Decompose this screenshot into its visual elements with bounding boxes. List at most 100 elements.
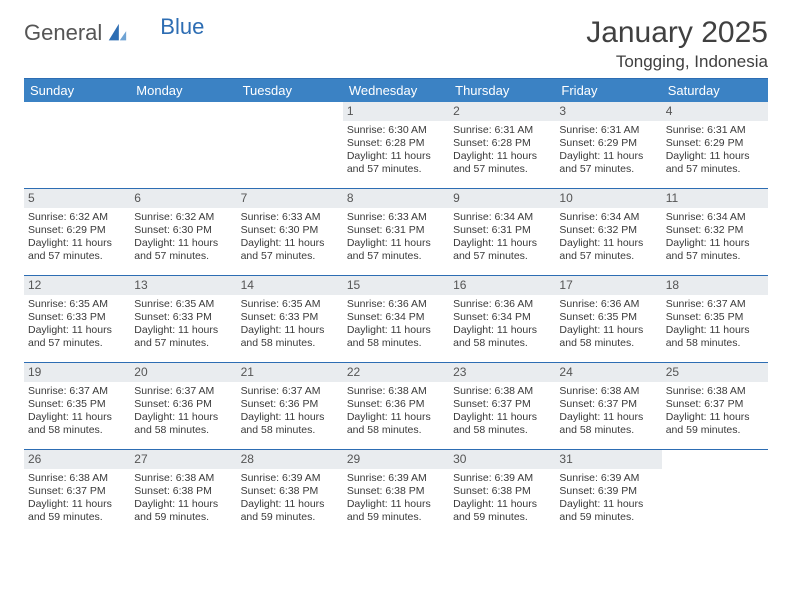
sunset-line: Sunset: 6:37 PM <box>453 398 551 411</box>
daylight-line: Daylight: 11 hours <box>666 237 764 250</box>
day-number: 5 <box>24 189 130 208</box>
daylight-line: and 58 minutes. <box>347 337 445 350</box>
calendar-day-cell: 24Sunrise: 6:38 AMSunset: 6:37 PMDayligh… <box>555 363 661 449</box>
title-location: Tongging, Indonesia <box>586 52 768 72</box>
daylight-line: Daylight: 11 hours <box>347 237 445 250</box>
sunrise-line: Sunrise: 6:38 AM <box>134 472 232 485</box>
daylight-line: and 58 minutes. <box>134 424 232 437</box>
calendar-day-cell: 14Sunrise: 6:35 AMSunset: 6:33 PMDayligh… <box>237 276 343 362</box>
calendar-day-cell: 29Sunrise: 6:39 AMSunset: 6:38 PMDayligh… <box>343 450 449 536</box>
sunset-line: Sunset: 6:36 PM <box>241 398 339 411</box>
day-number: 20 <box>130 363 236 382</box>
calendar-day-cell: 16Sunrise: 6:36 AMSunset: 6:34 PMDayligh… <box>449 276 555 362</box>
calendar-day-cell: 13Sunrise: 6:35 AMSunset: 6:33 PMDayligh… <box>130 276 236 362</box>
sunset-line: Sunset: 6:37 PM <box>28 485 126 498</box>
daylight-line: Daylight: 11 hours <box>28 498 126 511</box>
day-number: 12 <box>24 276 130 295</box>
sunrise-line: Sunrise: 6:39 AM <box>241 472 339 485</box>
sunset-line: Sunset: 6:29 PM <box>559 137 657 150</box>
daylight-line: Daylight: 11 hours <box>241 411 339 424</box>
daylight-line: and 58 minutes. <box>241 424 339 437</box>
sunrise-line: Sunrise: 6:35 AM <box>28 298 126 311</box>
daylight-line: Daylight: 11 hours <box>28 324 126 337</box>
daylight-line: and 57 minutes. <box>241 250 339 263</box>
calendar-day-cell: 11Sunrise: 6:34 AMSunset: 6:32 PMDayligh… <box>662 189 768 275</box>
daylight-line: and 59 minutes. <box>134 511 232 524</box>
sunrise-line: Sunrise: 6:31 AM <box>453 124 551 137</box>
sunset-line: Sunset: 6:34 PM <box>453 311 551 324</box>
sunrise-line: Sunrise: 6:38 AM <box>666 385 764 398</box>
daylight-line: and 57 minutes. <box>666 163 764 176</box>
sunrise-line: Sunrise: 6:36 AM <box>453 298 551 311</box>
calendar-day-cell <box>237 102 343 188</box>
sunrise-line: Sunrise: 6:33 AM <box>347 211 445 224</box>
daylight-line: and 57 minutes. <box>347 250 445 263</box>
sunset-line: Sunset: 6:30 PM <box>134 224 232 237</box>
sunset-line: Sunset: 6:32 PM <box>666 224 764 237</box>
daylight-line: and 57 minutes. <box>559 250 657 263</box>
calendar-day-cell: 7Sunrise: 6:33 AMSunset: 6:30 PMDaylight… <box>237 189 343 275</box>
daylight-line: Daylight: 11 hours <box>559 324 657 337</box>
daylight-line: Daylight: 11 hours <box>666 324 764 337</box>
weekday-header: Saturday <box>662 79 768 102</box>
daylight-line: and 57 minutes. <box>453 250 551 263</box>
daylight-line: Daylight: 11 hours <box>241 324 339 337</box>
calendar-day-cell: 2Sunrise: 6:31 AMSunset: 6:28 PMDaylight… <box>449 102 555 188</box>
daylight-line: Daylight: 11 hours <box>241 498 339 511</box>
sunrise-line: Sunrise: 6:31 AM <box>559 124 657 137</box>
day-number: 23 <box>449 363 555 382</box>
daylight-line: Daylight: 11 hours <box>559 150 657 163</box>
day-number: 9 <box>449 189 555 208</box>
day-number: 15 <box>343 276 449 295</box>
sunrise-line: Sunrise: 6:35 AM <box>134 298 232 311</box>
weekday-header: Wednesday <box>343 79 449 102</box>
daylight-line: and 57 minutes. <box>559 163 657 176</box>
day-number: 6 <box>130 189 236 208</box>
day-number: 25 <box>662 363 768 382</box>
daylight-line: and 57 minutes. <box>347 163 445 176</box>
calendar-week: 19Sunrise: 6:37 AMSunset: 6:35 PMDayligh… <box>24 363 768 449</box>
calendar-day-cell: 25Sunrise: 6:38 AMSunset: 6:37 PMDayligh… <box>662 363 768 449</box>
day-number: 22 <box>343 363 449 382</box>
calendar-day-cell <box>24 102 130 188</box>
sunset-line: Sunset: 6:35 PM <box>559 311 657 324</box>
daylight-line: Daylight: 11 hours <box>134 498 232 511</box>
daylight-line: and 58 minutes. <box>453 337 551 350</box>
calendar-day-cell: 31Sunrise: 6:39 AMSunset: 6:39 PMDayligh… <box>555 450 661 536</box>
day-number: 17 <box>555 276 661 295</box>
sunrise-line: Sunrise: 6:39 AM <box>347 472 445 485</box>
daylight-line: and 58 minutes. <box>559 424 657 437</box>
sunset-line: Sunset: 6:35 PM <box>666 311 764 324</box>
daylight-line: and 59 minutes. <box>241 511 339 524</box>
day-number: 19 <box>24 363 130 382</box>
calendar-day-cell: 4Sunrise: 6:31 AMSunset: 6:29 PMDaylight… <box>662 102 768 188</box>
daylight-line: Daylight: 11 hours <box>347 324 445 337</box>
sunset-line: Sunset: 6:37 PM <box>666 398 764 411</box>
sunrise-line: Sunrise: 6:30 AM <box>347 124 445 137</box>
day-number: 29 <box>343 450 449 469</box>
calendar-day-cell: 22Sunrise: 6:38 AMSunset: 6:36 PMDayligh… <box>343 363 449 449</box>
daylight-line: and 58 minutes. <box>559 337 657 350</box>
sunset-line: Sunset: 6:38 PM <box>241 485 339 498</box>
day-number: 2 <box>449 102 555 121</box>
day-number: 14 <box>237 276 343 295</box>
sunset-line: Sunset: 6:38 PM <box>347 485 445 498</box>
day-number: 31 <box>555 450 661 469</box>
sunrise-line: Sunrise: 6:39 AM <box>453 472 551 485</box>
sunset-line: Sunset: 6:29 PM <box>28 224 126 237</box>
sunset-line: Sunset: 6:33 PM <box>28 311 126 324</box>
title-month: January 2025 <box>586 16 768 50</box>
sunrise-line: Sunrise: 6:36 AM <box>347 298 445 311</box>
sunset-line: Sunset: 6:28 PM <box>453 137 551 150</box>
day-number: 13 <box>130 276 236 295</box>
calendar-day-cell: 18Sunrise: 6:37 AMSunset: 6:35 PMDayligh… <box>662 276 768 362</box>
calendar-day-cell: 3Sunrise: 6:31 AMSunset: 6:29 PMDaylight… <box>555 102 661 188</box>
daylight-line: Daylight: 11 hours <box>453 237 551 250</box>
brand-logo: General Blue <box>24 20 204 46</box>
sunrise-line: Sunrise: 6:37 AM <box>241 385 339 398</box>
weekday-header: Friday <box>555 79 661 102</box>
calendar-day-cell: 26Sunrise: 6:38 AMSunset: 6:37 PMDayligh… <box>24 450 130 536</box>
weekday-header: Thursday <box>449 79 555 102</box>
header: General Blue January 2025 Tongging, Indo… <box>24 16 768 72</box>
daylight-line: and 59 minutes. <box>453 511 551 524</box>
